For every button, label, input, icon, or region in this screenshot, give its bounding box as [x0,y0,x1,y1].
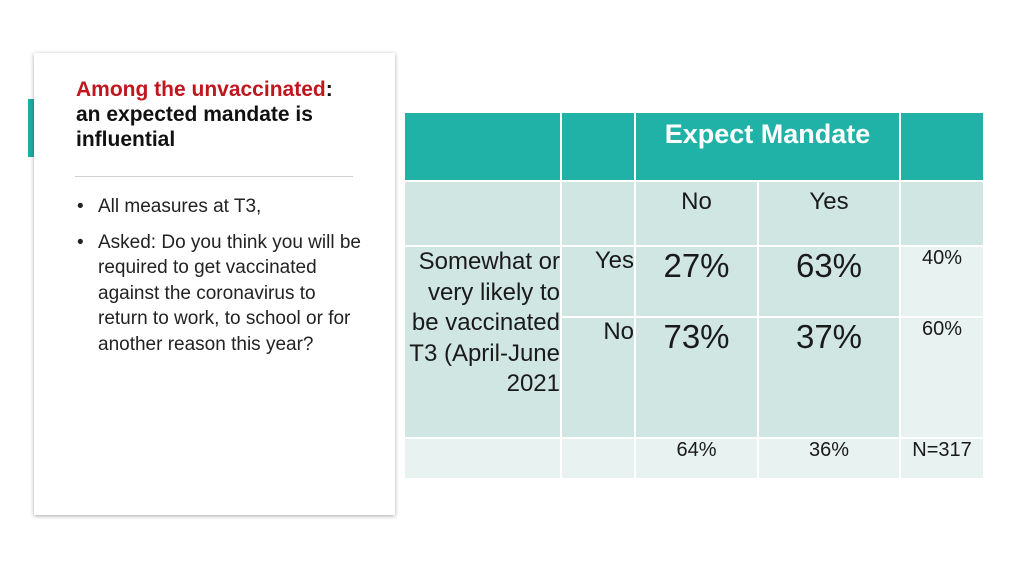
info-card: Among the unvaccinated: an expected mand… [34,53,395,515]
card-title-highlight: Among the unvaccinated [76,78,326,101]
footer-cell-empty [562,439,636,478]
table-row: Somewhat or very likely to be vaccinated… [405,247,983,439]
row-label-no: No [562,318,636,439]
accent-bar [28,99,38,157]
cell-yes-total: 40% [901,247,983,318]
bullet-text: Asked: Do you think you will be required… [98,231,361,355]
table-header-row: Expect Mandate [405,113,983,182]
header-cell-empty [562,113,636,182]
bullet-item: • All measures at T3, [74,194,364,220]
expect-mandate-header: Expect Mandate [636,113,901,182]
footer-total-yes: 36% [759,439,901,478]
header-cell-empty [901,113,983,182]
divider [75,176,353,177]
bullet-list: • All measures at T3, • Asked: Do you thin… [74,194,364,367]
table-subheader-row: No Yes [405,182,983,247]
column-label-yes: Yes [759,182,901,247]
subheader-cell-empty [562,182,636,247]
bullet-item: • Asked: Do you think you will be require… [74,230,364,358]
card-title-rest: : an expected mandate is influential [76,78,333,151]
column-label-no: No [636,182,759,247]
footer-total-no: 64% [636,439,759,478]
row-label-yes: Yes [562,247,636,318]
cell-yes-no: 27% [636,247,759,318]
header-cell-empty [405,113,562,182]
footer-sample-size: N=317 [901,439,983,478]
bullet-dot-icon: • [77,196,84,217]
card-title: Among the unvaccinated: an expected mand… [76,77,346,152]
cell-yes-yes: 63% [759,247,901,318]
table-footer-row: 64% 36% N=317 [405,439,983,478]
bullet-dot-icon: • [77,231,84,253]
cell-no-no: 73% [636,318,759,439]
footer-cell-empty [405,439,562,478]
subheader-cell-empty [901,182,983,247]
row-group-label: Somewhat or very likely to be vaccinated… [405,247,562,439]
subheader-cell-empty [405,182,562,247]
crosstab-table: Expect Mandate No Yes Somewhat or very l… [405,113,983,478]
bullet-text: All measures at T3, [98,196,262,217]
cell-no-total: 60% [901,318,983,439]
table-row: No 73% 37% 60% [405,318,983,439]
cell-no-yes: 37% [759,318,901,439]
